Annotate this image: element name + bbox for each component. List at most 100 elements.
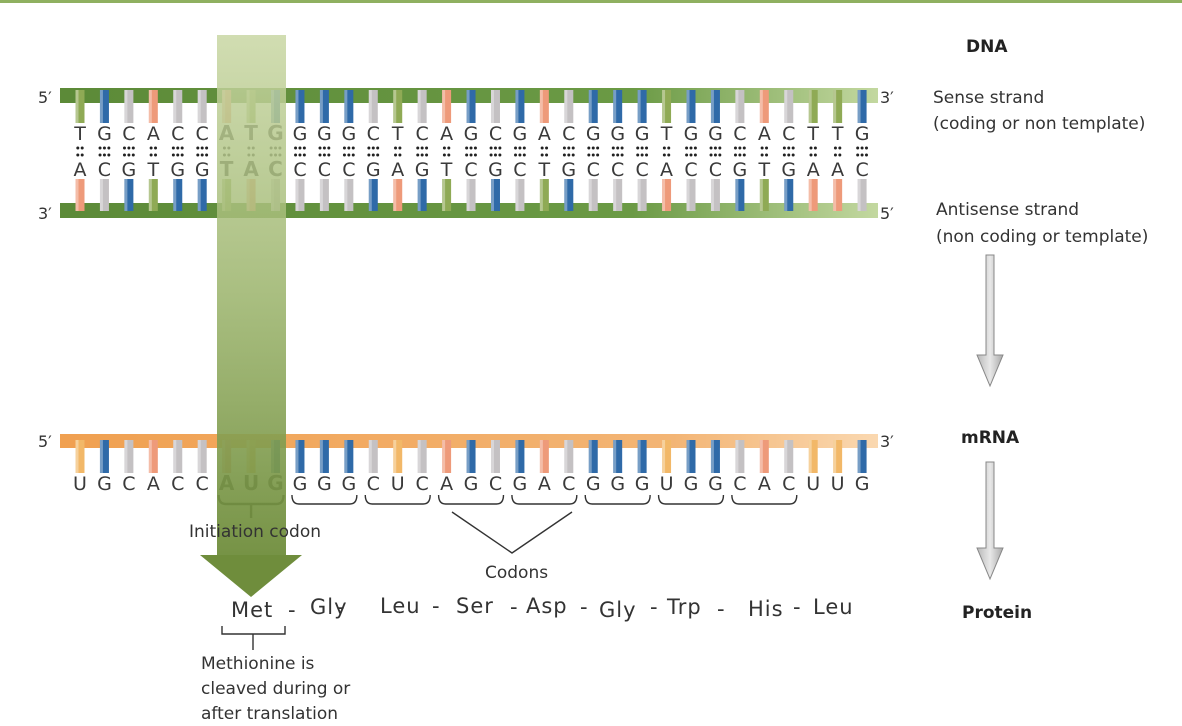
transcription-arrow [976,254,1004,388]
bond-dot [376,153,380,157]
sense-letter: C [562,123,575,145]
sense-base-bar [662,90,672,123]
bond-dot [489,153,493,157]
codon-bracket [437,494,505,505]
bond-dot [833,146,837,150]
bond-dot [591,153,595,157]
bond-dot [620,153,624,157]
mrna-base-bar [417,440,427,473]
bond-dot [514,153,518,157]
mrna-base-bar-shine [637,440,641,473]
antisense-letter: G [366,159,381,181]
bond-dot [640,153,644,157]
antisense-base-bar [295,179,305,211]
sense-base-bar-shine [295,90,299,123]
mrna-letter: G [635,473,650,495]
codon-bracket [511,494,578,505]
antisense-base-bar [735,179,745,211]
bond-dot [76,146,80,150]
antisense-letter: T [440,159,453,181]
sense-base-bar [442,90,452,123]
antisense-strand-sublabel: (non coding or template) [936,227,1148,247]
bond-dot [713,146,717,150]
bond-dot [398,146,402,150]
mrna-base-bar-shine [368,440,372,473]
antisense-letter: C [684,159,697,181]
bond-dot [562,153,566,157]
mrna-letter: G [513,473,528,495]
sense-sequence: TGCACCATGGGGCTCAGCGACGGGTGGCACTTG [73,121,869,145]
bond-dot [856,146,860,150]
bond-dot [180,146,184,150]
bond-dot [489,146,493,150]
bond-dot [394,153,398,157]
mrna-letter: A [147,473,160,495]
antisense-base-bar [784,179,794,211]
sense-base-bars [75,90,867,123]
antisense-base-bar [515,179,525,211]
peptide-bond-dash: - [793,595,802,619]
bond-dot [200,153,204,157]
bond-dot [640,146,644,150]
mrna-base-bar [466,440,476,473]
bond-dot [322,153,326,157]
top-rule [0,0,1182,3]
sense-base-bar [857,90,867,123]
bond-dot [102,146,106,150]
mrna-base-bar [99,440,109,473]
sense-letter: C [171,123,184,145]
mrna-letter: G [684,473,699,495]
antisense-letter: A [807,159,820,181]
antisense-letter: C [318,159,331,181]
sense-letter: A [440,123,453,145]
mrna-base-bar-shine [808,440,812,473]
mrna-base-bar-shine [197,440,201,473]
bond-dot [809,153,813,157]
mrna-base-bar [344,440,354,473]
mrna-base-bar-shine [466,440,470,473]
antisense-base-bar [613,179,623,211]
bond-dot [302,153,306,157]
sense-base-bar [710,90,720,123]
antisense-letter: T [538,159,551,181]
antisense-letter: A [660,159,673,181]
bond-dot [205,146,209,150]
mrna-sequence: UGCACCAUGGGGCUCAGCGACGGGUGGCACUUG [73,471,869,495]
bond-dot [98,153,102,157]
bond-dot [742,153,746,157]
bond-dot [180,153,184,157]
antisense-letter: A [831,159,844,181]
antisense-base-bar [637,179,647,211]
sense-letter: G [464,123,479,145]
sense-base-bar-shine [857,90,861,123]
mrna-base-bar-shine [417,440,421,473]
antisense-letter: C [587,159,600,181]
bond-dot [685,146,689,150]
antisense-base-bar-shine [490,179,494,211]
sense-letter: G [293,123,308,145]
bond-dot [447,153,451,157]
bond-dot [587,146,591,150]
mrna-base-bar [442,440,452,473]
sense-letter: C [122,123,135,145]
antisense-base-bar-shine [417,179,421,211]
mrna-letter: U [806,473,820,495]
mrna-base-bar-shine [75,440,79,473]
antisense-base-bar-shine [857,179,861,211]
codons-label: Codons [485,563,548,583]
bond-dot [791,146,795,150]
antisense-base-bar-shine [759,179,763,211]
bond-dot [200,146,204,150]
antisense-base-bar-shine [148,179,152,211]
dna-title: DNA [966,37,1008,57]
bond-dot [493,153,497,157]
antisense-base-bar-shine [686,179,690,211]
bond-dot [860,146,864,150]
bond-dot [149,153,153,157]
hydrogen-bond-dots [76,146,868,157]
amino-acid: His [748,597,784,621]
translation-arrow [976,461,1004,581]
mrna-letter: C [171,473,184,495]
bond-dot [469,146,473,150]
